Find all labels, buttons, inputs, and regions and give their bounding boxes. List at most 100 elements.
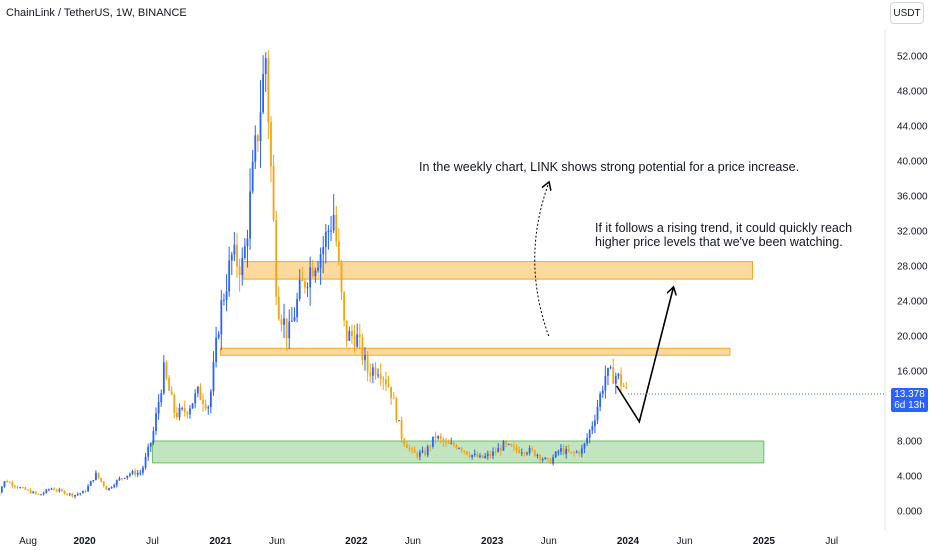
candle: [63, 490, 66, 495]
candle: [442, 437, 445, 447]
candle: [108, 487, 110, 491]
candle: [230, 251, 233, 276]
candle: [186, 410, 189, 419]
candle: [304, 278, 306, 294]
price-zone[interactable]: [219, 347, 731, 356]
y-tick-label: 52.000: [897, 52, 928, 63]
candle: [439, 433, 442, 444]
candle: [45, 488, 48, 494]
candle: [364, 347, 366, 371]
candle: [170, 386, 173, 396]
candle: [181, 406, 184, 411]
candle: [97, 472, 100, 479]
candle: [541, 457, 544, 463]
candle: [277, 286, 280, 321]
candle: [207, 405, 210, 415]
candle: [246, 229, 249, 268]
candle: [552, 454, 555, 466]
candle: [272, 154, 275, 222]
y-tick-label: 0.000: [897, 507, 922, 518]
bar-countdown: 6d 13h: [894, 400, 925, 411]
candle: [81, 490, 84, 494]
candle: [523, 451, 526, 457]
candle: [290, 306, 293, 322]
candle: [463, 450, 466, 455]
x-tick-label: Jun: [677, 536, 693, 547]
candle: [243, 238, 246, 260]
candle: [612, 358, 615, 384]
curved-dotted-arrow[interactable]: [534, 183, 549, 337]
candle: [42, 491, 45, 496]
candle: [332, 194, 335, 234]
candle: [89, 480, 92, 486]
candle: [385, 371, 387, 392]
candle: [369, 363, 372, 383]
x-tick-label: 2024: [617, 536, 640, 547]
candle: [476, 451, 479, 458]
x-tick-label: Jul: [825, 536, 838, 547]
candle: [345, 320, 348, 348]
candle: [19, 486, 22, 489]
candle: [604, 365, 607, 399]
candle: [322, 236, 325, 274]
candle: [591, 421, 594, 435]
candle: [131, 469, 134, 475]
candle: [87, 484, 89, 492]
candle: [437, 435, 440, 441]
currency-badge[interactable]: USDT: [890, 2, 924, 24]
candle: [580, 444, 583, 458]
candle: [71, 492, 74, 498]
candle: [510, 443, 513, 447]
candle: [434, 431, 437, 445]
candle: [165, 360, 168, 381]
price-zone[interactable]: [242, 261, 754, 280]
annotation-note-1: In the weekly chart, LINK shows strong p…: [419, 160, 800, 174]
candle: [223, 293, 225, 306]
candle: [340, 259, 343, 301]
candle: [371, 363, 374, 384]
candle: [225, 274, 228, 312]
candle: [79, 492, 82, 496]
projection-arrow[interactable]: [616, 288, 674, 424]
price-zone[interactable]: [152, 440, 765, 464]
candle: [343, 291, 346, 327]
candle: [494, 447, 497, 456]
candle: [614, 372, 617, 395]
candlestick-series: [0, 50, 628, 499]
candle: [387, 375, 390, 388]
candle: [319, 247, 322, 285]
candle: [330, 216, 332, 242]
candle: [311, 259, 314, 278]
candle: [374, 362, 377, 380]
candle: [484, 453, 487, 459]
candle: [536, 453, 539, 459]
candle: [507, 443, 510, 446]
candle: [358, 323, 361, 350]
candle: [557, 449, 560, 456]
candle: [21, 486, 24, 489]
candle: [411, 446, 413, 454]
candle: [256, 133, 259, 152]
candle: [37, 493, 40, 495]
candle: [53, 487, 56, 491]
candle: [479, 453, 481, 459]
candle: [55, 488, 58, 493]
candle: [609, 365, 612, 370]
annotation-layer: [534, 183, 885, 424]
candle: [432, 436, 434, 449]
candle: [573, 450, 575, 457]
candle: [377, 368, 379, 379]
current-price-value: 13.378: [894, 389, 925, 400]
candle: [625, 382, 628, 390]
candle: [413, 446, 416, 454]
candle: [601, 385, 604, 398]
candle: [105, 485, 108, 490]
candle: [544, 456, 547, 460]
candle: [586, 433, 588, 446]
candle: [452, 440, 455, 448]
candle: [481, 455, 484, 459]
candle: [95, 470, 97, 481]
candle: [270, 116, 272, 183]
candle: [220, 290, 223, 351]
